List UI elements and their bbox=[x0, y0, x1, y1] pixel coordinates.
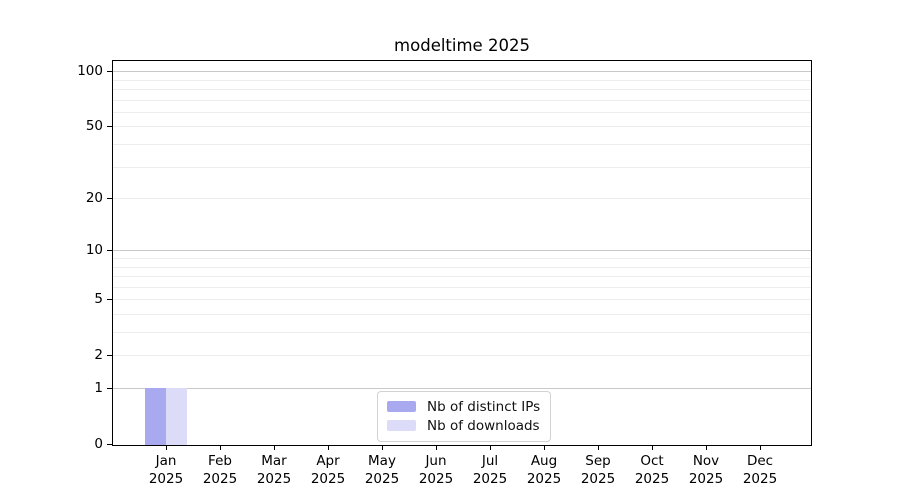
plot-area: 0 1 2 5 10 20 50 100 Jan 2025 Feb 2025 Mar 2025 Apr… bbox=[77, 60, 812, 487]
minor-gridline bbox=[113, 166, 811, 168]
x-tick-label: Jan 2025 bbox=[148, 453, 184, 487]
bar-distinct-ips bbox=[145, 388, 166, 445]
x-tick-mark bbox=[759, 445, 761, 450]
x-tick-mark bbox=[381, 445, 383, 450]
y-tick-label: 5 bbox=[94, 291, 103, 308]
minor-gridline bbox=[113, 89, 811, 91]
bar-downloads bbox=[166, 388, 187, 445]
x-tick-label: Aug 2025 bbox=[526, 453, 562, 487]
x-tick-mark bbox=[597, 445, 599, 450]
x-tick-label: Mar 2025 bbox=[256, 453, 292, 487]
x-tick-label: May 2025 bbox=[364, 453, 400, 487]
minor-gridline bbox=[113, 355, 811, 357]
legend-label-downloads: Nb of downloads bbox=[427, 417, 540, 434]
y-tick-mark bbox=[106, 354, 112, 357]
minor-gridline bbox=[113, 286, 811, 288]
chart-title: modeltime 2025 bbox=[394, 36, 530, 55]
minor-gridline bbox=[113, 111, 811, 113]
legend-swatch-distinct-ips bbox=[387, 401, 416, 412]
y-tick-label: 10 bbox=[85, 242, 103, 259]
y-tick-label: 0 bbox=[94, 436, 103, 452]
y-tick-label: 50 bbox=[85, 118, 103, 135]
minor-gridline bbox=[113, 258, 811, 259]
x-tick-label: Jul 2025 bbox=[472, 453, 508, 487]
y-tick-label: 1 bbox=[94, 380, 103, 396]
y-tick-mark bbox=[106, 125, 112, 128]
x-tick-mark bbox=[705, 445, 707, 450]
x-tick-mark bbox=[651, 445, 653, 450]
y-tick-label: 2 bbox=[94, 347, 103, 364]
major-gridline bbox=[113, 71, 811, 73]
minor-gridline bbox=[113, 313, 811, 315]
legend: Nb of distinct IPs Nb of downloads bbox=[377, 391, 552, 442]
minor-gridline bbox=[113, 99, 811, 101]
x-tick-label: Jun 2025 bbox=[418, 453, 454, 487]
major-gridline bbox=[113, 250, 811, 252]
y-tick-mark bbox=[106, 443, 112, 445]
x-tick-mark bbox=[435, 445, 437, 450]
x-tick-label: Feb 2025 bbox=[202, 453, 238, 487]
minor-gridline bbox=[113, 266, 811, 268]
minor-gridline bbox=[113, 79, 811, 81]
y-tick-mark bbox=[106, 197, 112, 200]
x-tick-mark bbox=[165, 445, 167, 450]
x-tick-label: Oct 2025 bbox=[634, 453, 670, 487]
x-tick-label: Sep 2025 bbox=[580, 453, 616, 487]
x-tick-mark bbox=[219, 445, 221, 450]
minor-gridline bbox=[113, 332, 811, 334]
minor-gridline bbox=[113, 299, 811, 301]
x-tick-label: Apr 2025 bbox=[310, 453, 346, 487]
minor-gridline bbox=[113, 276, 811, 278]
legend-item-downloads: Nb of downloads bbox=[387, 416, 540, 435]
y-tick-mark bbox=[106, 249, 112, 252]
x-tick-mark bbox=[543, 445, 545, 450]
x-tick-mark bbox=[489, 445, 491, 450]
legend-item-distinct-ips: Nb of distinct IPs bbox=[387, 397, 540, 416]
y-tick-label: 20 bbox=[85, 190, 103, 207]
y-tick-mark bbox=[106, 298, 112, 301]
x-tick-mark bbox=[273, 445, 275, 450]
minor-gridline bbox=[113, 126, 811, 128]
x-tick-label: Dec 2025 bbox=[742, 453, 778, 487]
minor-gridline bbox=[113, 144, 811, 146]
minor-gridline bbox=[113, 198, 811, 200]
x-tick-label: Nov 2025 bbox=[688, 453, 724, 487]
y-tick-mark bbox=[106, 70, 112, 73]
y-tick-label: 100 bbox=[77, 63, 103, 80]
major-gridline bbox=[113, 388, 811, 389]
y-tick-mark bbox=[106, 387, 112, 389]
legend-label-distinct-ips: Nb of distinct IPs bbox=[427, 398, 541, 415]
legend-swatch-downloads bbox=[387, 420, 416, 431]
x-tick-mark bbox=[327, 445, 329, 450]
